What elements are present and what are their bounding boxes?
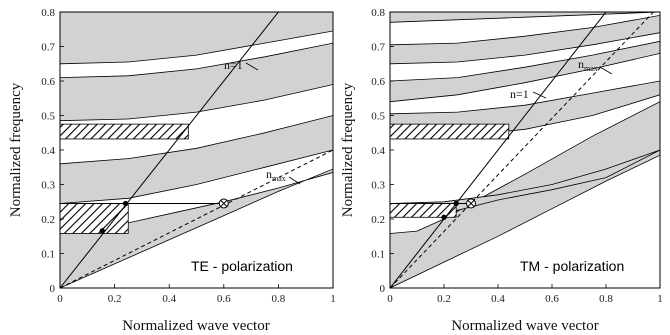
te-band-3: [60, 12, 333, 65]
tm-light-line: [390, 12, 607, 288]
tm-light-line-arrow: [532, 91, 547, 99]
tm-bands-layer: [390, 12, 660, 288]
te-nmax-arrow: [288, 176, 301, 185]
te-x-axis-label: Normalized wave vector: [122, 318, 269, 334]
te-crossed-point: [218, 198, 229, 209]
te-light-line-arrow: [245, 62, 259, 71]
te-y-tick-label: 0: [50, 283, 56, 295]
tm-x-tick-label: 0: [387, 293, 393, 305]
tm-nmax-arrow: [599, 66, 613, 75]
te-nmax-sub: max: [272, 174, 286, 183]
te-y-tick-label: 0.4: [41, 145, 55, 157]
te-y-tick-label: 0.5: [41, 111, 55, 123]
tm-y-tick-label: 0.8: [371, 7, 385, 19]
te-y-ticks: 0 0.1 0.2 0.3 0.4 0.5 0.6 0.7 0.8: [41, 7, 64, 295]
tm-x-axis-label: Normalized wave vector: [451, 318, 598, 334]
tm-nmax-line: [390, 12, 655, 288]
tm-hatched-region-0: [390, 203, 457, 218]
tm-x-tick-label: 0.2: [437, 293, 451, 305]
te-light-line: [60, 12, 280, 288]
tm-y-tick-label: 0.6: [371, 76, 385, 88]
tm-x-tick-label: 0.8: [599, 293, 613, 305]
tm-point-1: [453, 200, 459, 207]
te-x-tick-label: 0.4: [162, 293, 176, 305]
te-y-tick-label: 0.6: [41, 76, 55, 88]
te-y-tick-label: 0.8: [41, 7, 55, 19]
te-hatched-region-1: [60, 123, 189, 140]
te-point-1: [122, 200, 129, 207]
tm-nmax-sub: max: [584, 64, 598, 73]
tm-y-tick-label: 0.4: [371, 145, 385, 157]
tm-x-tick-label: 1: [657, 293, 663, 305]
te-points-layer: [99, 198, 229, 234]
te-y-tick-label: 0.1: [41, 249, 55, 261]
tm-y-tick-label: 0.5: [371, 111, 385, 123]
te-x-ticks: 0 0.2 0.4 0.6 0.8 1: [57, 284, 336, 305]
te-band-1: [60, 115, 333, 204]
tm-y-axis-label: Normalized frequency: [340, 82, 356, 217]
tm-y-tick-label: 0.7: [371, 42, 385, 54]
tm-crossed-point: [466, 198, 476, 209]
te-hatch-layer: [60, 123, 189, 234]
te-x-tick-label: 1: [330, 293, 336, 305]
tm-hatch-layer: [390, 123, 510, 218]
te-light-line-label: n=1: [224, 58, 243, 72]
te-band-2: [60, 42, 333, 122]
panel-tm: 0 0.2 0.4 0.6 0.8 1 0 0.1 0.2 0.3 0.4 0.5 0.6 0.7 0.8…: [340, 7, 663, 334]
te-polarization-label: TE - polarization: [191, 258, 293, 274]
te-nmax-label: nmax: [266, 167, 286, 183]
tm-nmax-label: nmax: [578, 57, 598, 73]
tm-x-ticks: 0 0.2 0.4 0.6 0.8 1: [387, 284, 663, 305]
tm-light-line-label: n=1: [510, 87, 529, 101]
tm-polarization-label: TM - polarization: [520, 258, 624, 274]
tm-band-3: [390, 40, 660, 103]
panel-te: 0 0.2 0.4 0.6 0.8 1 0 0.1 0.2 0.3 0.4 0.5 0.6 0.7 0.8…: [8, 7, 336, 334]
tm-y-tick-label: 0.3: [371, 180, 385, 192]
te-nmax-line: [60, 149, 333, 288]
tm-band-4: [390, 14, 660, 65]
te-y-tick-label: 0.7: [41, 42, 55, 54]
te-y-tick-label: 0.3: [41, 180, 55, 192]
te-x-tick-label: 0.2: [108, 293, 122, 305]
tm-nmax-base: n: [578, 57, 584, 71]
tm-point-0: [441, 214, 447, 220]
tm-hatched-region-1: [390, 123, 510, 140]
tm-y-ticks: 0 0.1 0.2 0.3 0.4 0.5 0.6 0.7 0.8: [371, 7, 394, 295]
te-nmax-base: n: [266, 167, 272, 181]
tm-y-tick-label: 0.2: [371, 214, 385, 226]
tm-y-tick-label: 0.1: [371, 249, 385, 261]
te-lines-layer: [60, 12, 333, 288]
te-point-0: [99, 228, 105, 234]
te-x-tick-label: 0.6: [217, 293, 231, 305]
te-hatched-region-0: [60, 203, 129, 234]
te-x-tick-label: 0.8: [272, 293, 286, 305]
tm-x-tick-label: 0.6: [545, 293, 559, 305]
tm-y-tick-label: 0: [380, 283, 386, 295]
tm-x-tick-label: 0.4: [491, 293, 505, 305]
te-bands-layer: [60, 12, 333, 288]
te-y-tick-label: 0.2: [41, 214, 55, 226]
tm-band-5: [390, 12, 660, 23]
te-y-axis-label: Normalized frequency: [8, 82, 24, 217]
te-x-tick-label: 0: [57, 293, 63, 305]
tm-points-layer: [441, 198, 476, 220]
